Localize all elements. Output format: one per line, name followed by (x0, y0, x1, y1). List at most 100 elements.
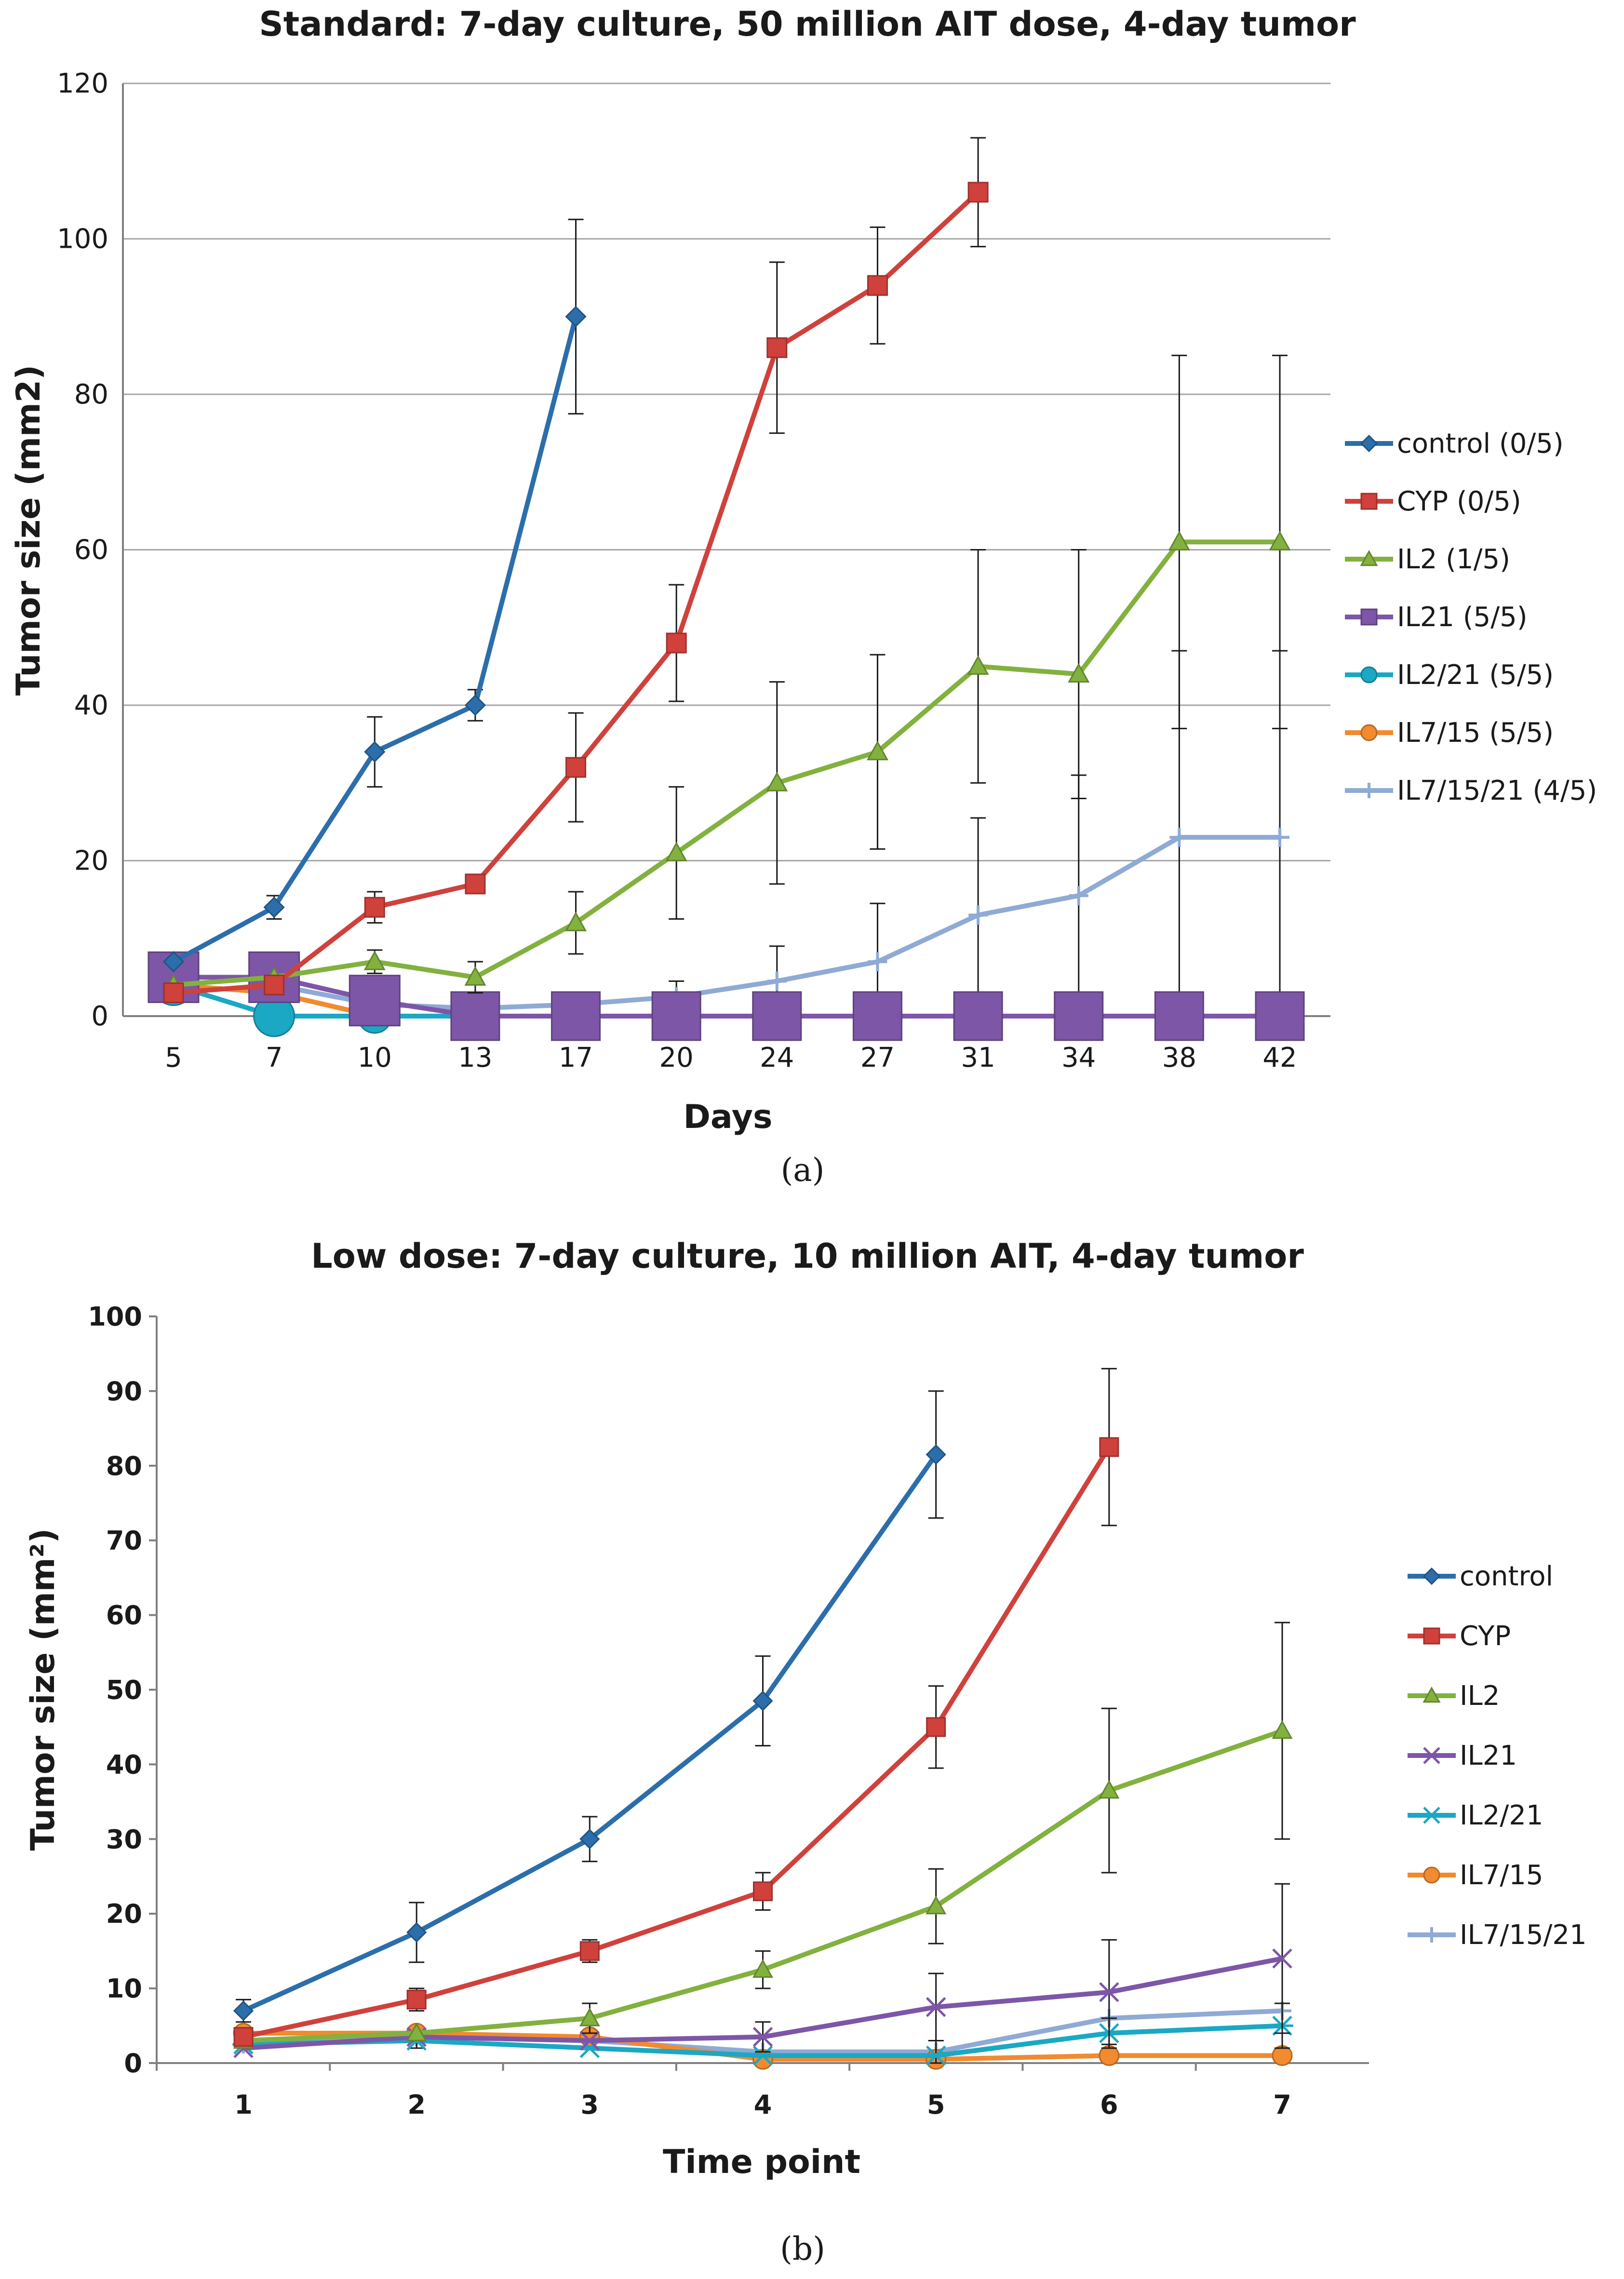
b-point-cyp (926, 1717, 946, 1737)
a-point-il7-15-21-4-5 (868, 952, 887, 972)
chart-a-gridlines (123, 82, 1330, 861)
a-legend-item-il21-5-5: IL21 (5/5) (1345, 602, 1528, 633)
a-point-cyp-0-5 (565, 757, 587, 778)
b-x-tick-label: 4 (754, 2090, 772, 2120)
b-y-tick-label: 80 (106, 1451, 142, 1481)
b-legend-marker (1424, 1927, 1439, 1943)
a-legend-marker (1360, 493, 1378, 510)
b-legend-item-cyp: CYP (1408, 1621, 1511, 1652)
b-x-tick-label: 6 (1100, 2090, 1118, 2120)
a-x-tick-label: 20 (659, 1042, 694, 1073)
a-point-il21-5-5 (1054, 991, 1104, 1041)
a-point-il2-1-5 (766, 772, 788, 791)
b-y-tick-label: 50 (106, 1675, 142, 1705)
a-x-tick-label: 31 (961, 1042, 995, 1073)
a-point-il2-1-5 (1168, 531, 1190, 550)
b-y-tick-label: 90 (106, 1376, 142, 1407)
b-point-control (406, 1922, 427, 1943)
b-legend-item-control: control (1408, 1561, 1553, 1592)
b-legend-label: CYP (1460, 1621, 1511, 1652)
chart-panel-a: Standard: 7-day culture, 50 million AIT … (10, 4, 1597, 1189)
a-point-il7-15-21-4-5 (1169, 828, 1189, 847)
b-legend-label: IL21 (1460, 1740, 1517, 1771)
b-point-il2 (926, 1895, 947, 1915)
a-x-tick-label: 27 (860, 1042, 895, 1073)
a-line-il2-1-5 (173, 539, 1280, 988)
b-y-tick-label: 40 (106, 1749, 142, 1780)
b-legend-marker (1423, 1747, 1440, 1764)
b-y-tick-label: 70 (106, 1526, 142, 1556)
a-legend-item-control-0-5: control (0/5) (1345, 428, 1564, 459)
a-x-tick-label: 42 (1262, 1042, 1297, 1073)
a-x-tick-label: 38 (1162, 1042, 1196, 1073)
chart-a-title: Standard: 7-day culture, 50 million AIT … (259, 4, 1356, 44)
b-y-tick-label: 10 (106, 1973, 142, 2004)
b-series-control (233, 1390, 946, 2023)
b-legend-item-il2: IL2 (1408, 1680, 1500, 1712)
b-legend-label: control (1460, 1561, 1553, 1592)
chart-b-y-ticks: 0 10 20 30 40 50 60 70 80 90 100 (88, 1301, 157, 2078)
b-y-tick-label: 20 (106, 1899, 142, 1929)
a-point-il2-1-5 (464, 966, 486, 986)
a-legend-label: IL2 (1/5) (1397, 544, 1510, 575)
chart-b-legend: control CYP IL2 IL21 IL2/21 IL7/15 IL7/15/21 (1408, 1561, 1587, 1951)
chart-b-x-ticks: 1 2 3 4 5 6 7 (156, 2063, 1291, 2120)
a-legend-label: CYP (0/5) (1397, 486, 1521, 517)
a-y-tick-label: 100 (57, 224, 108, 255)
a-point-cyp-0-5 (163, 982, 184, 1004)
a-y-tick-label: 120 (57, 68, 108, 99)
a-legend-item-il2-1-5: IL2 (1/5) (1345, 544, 1510, 575)
b-legend-label: IL2 (1460, 1680, 1500, 1712)
b-y-tick-label: 0 (124, 2048, 142, 2078)
chart-a-x-ticks: 5 7 10 13 17 20 24 27 31 34 38 42 (165, 1042, 1297, 1073)
a-point-control-0-5 (263, 897, 285, 918)
a-legend-item-cyp-0-5: CYP (0/5) (1345, 486, 1521, 517)
b-point-il21 (926, 1997, 946, 2017)
chart-a-y-axis-title: Tumor size (mm2) (10, 365, 48, 696)
a-legend-item-il7-15-21-4-5: IL7/15/21 (4/5) (1345, 775, 1597, 806)
b-y-tick-label: 100 (88, 1301, 142, 1332)
a-point-il7-15-21-4-5 (968, 905, 988, 925)
b-point-il21 (1099, 1982, 1119, 2002)
a-point-il2-1-5 (1269, 531, 1291, 550)
b-x-tick-label: 5 (927, 2090, 945, 2120)
b-point-il2-21 (925, 2045, 947, 2066)
b-legend-marker (1423, 1627, 1440, 1645)
a-point-il21-5-5 (752, 991, 802, 1041)
b-legend-item-il7-15-21: IL7/15/21 (1408, 1919, 1587, 1951)
a-legend-label: IL2/21 (5/5) (1397, 659, 1554, 691)
panel-label-a: (a) (781, 1152, 825, 1189)
b-x-tick-label: 7 (1273, 2090, 1291, 2120)
b-point-il2 (752, 1959, 774, 1978)
a-point-cyp-0-5 (364, 897, 385, 918)
b-y-tick-label: 30 (106, 1824, 142, 1854)
a-point-il7-15-21-4-5 (1270, 828, 1289, 847)
b-line-cyp (242, 1446, 1112, 2039)
a-x-tick-label: 10 (358, 1042, 392, 1073)
a-series-control-0-5 (162, 218, 587, 973)
b-point-control (752, 1690, 773, 1711)
a-legend-marker (1361, 783, 1377, 798)
chart-panel-b: Low dose: 7-day culture, 10 million AIT,… (24, 1236, 1587, 2267)
a-legend-marker (1360, 724, 1378, 741)
b-point-il21 (752, 2027, 773, 2047)
a-x-tick-label: 5 (165, 1042, 182, 1073)
a-series-il21-5-5 (148, 951, 1305, 1041)
b-point-il2-21 (752, 2045, 774, 2066)
a-point-cyp-0-5 (867, 275, 888, 296)
a-point-il2-1-5 (363, 951, 386, 970)
a-point-il21-5-5 (450, 991, 500, 1041)
a-point-il21-5-5 (551, 991, 601, 1041)
a-point-cyp-0-5 (766, 337, 788, 358)
b-legend-label: IL7/15 (1460, 1860, 1543, 1891)
a-y-tick-label: 40 (74, 690, 108, 721)
b-legend-marker (1423, 1567, 1441, 1585)
a-legend-item-il7-15-5-5: IL7/15 (5/5) (1345, 717, 1554, 749)
b-legend-marker (1422, 1807, 1441, 1824)
b-point-il2 (1099, 1780, 1120, 1799)
a-x-tick-label: 7 (266, 1042, 283, 1073)
b-legend-label: IL7/15/21 (1460, 1919, 1587, 1951)
b-legend-item-il21: IL21 (1408, 1740, 1517, 1771)
a-point-cyp-0-5 (666, 632, 687, 654)
chart-b-y-axis-title: Tumor size (mm²) (24, 1528, 62, 1851)
